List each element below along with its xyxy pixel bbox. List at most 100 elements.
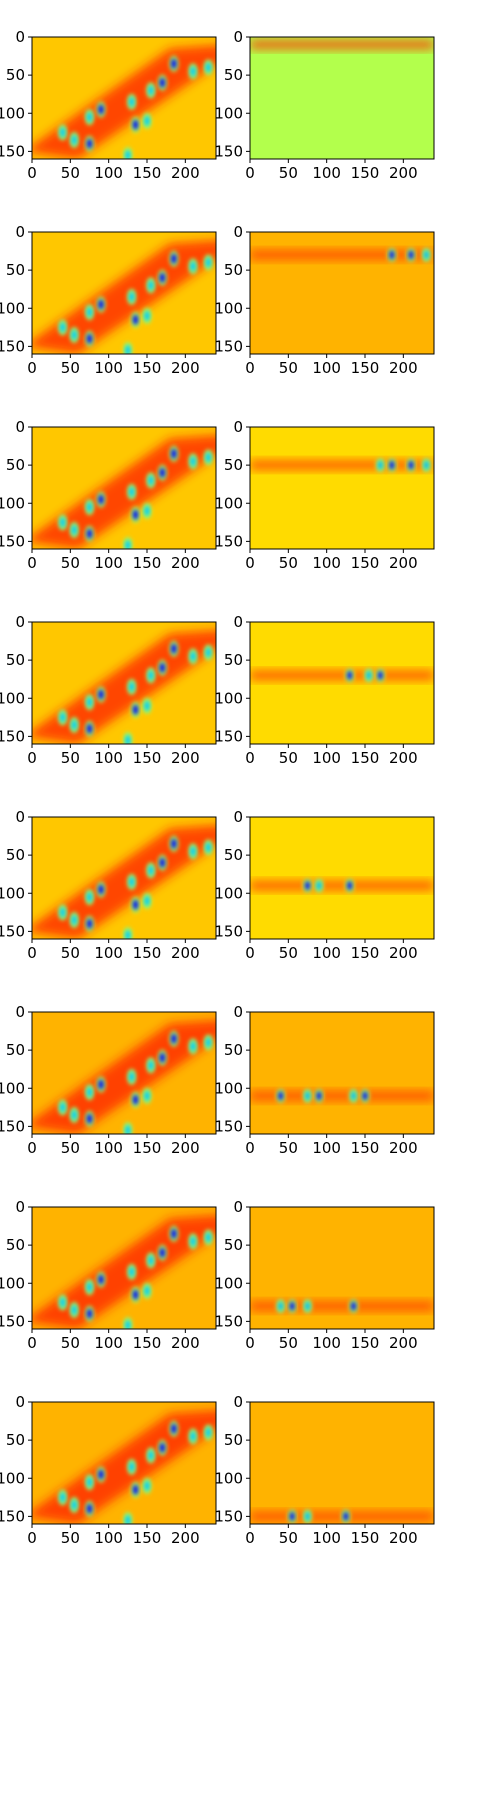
blob <box>305 881 310 891</box>
activity-band <box>32 1410 216 1524</box>
blob <box>86 138 93 149</box>
blob <box>159 77 165 88</box>
blob <box>351 1301 356 1311</box>
x-tick-label: 50 <box>61 944 80 962</box>
blob <box>205 257 211 268</box>
blob <box>132 119 139 130</box>
heatmap-image <box>250 427 434 549</box>
blob <box>171 448 177 459</box>
blob <box>60 322 66 333</box>
y-tick-label: 150 <box>214 337 243 355</box>
blob <box>171 1228 177 1239</box>
y-tick-label: 0 <box>15 613 25 631</box>
panel-r2-left: 0 50 100 150 200 0 50 100 150 <box>0 223 217 377</box>
panel-r6-left: 0 50 100 150 200 0 50 100 150 <box>0 1003 217 1157</box>
x-tick-label: 50 <box>279 944 298 962</box>
x-tick-label: 100 <box>94 554 123 572</box>
blob <box>71 1109 77 1120</box>
activity-band <box>32 45 216 159</box>
y-tick-label: 50 <box>6 1431 25 1449</box>
blob <box>171 1033 177 1044</box>
x-tick-label: 200 <box>389 1529 418 1547</box>
y-tick-label: 50 <box>224 1236 243 1254</box>
x-tick-label: 0 <box>27 1529 37 1547</box>
x-tick-label: 0 <box>27 164 37 182</box>
panel-r5-right: 0 50 100 150 200 0 50 100 150 <box>214 808 435 962</box>
heatmap-image <box>250 1402 434 1524</box>
y-tick-label: 50 <box>6 651 25 669</box>
blob <box>144 505 150 516</box>
panel-r3-left: 0 50 100 150 200 0 50 100 150 <box>0 418 217 572</box>
y-tick-label: 100 <box>0 884 25 902</box>
blob <box>86 112 93 123</box>
blob <box>86 723 93 734</box>
x-tick-label: 50 <box>61 749 80 767</box>
blob <box>190 456 196 467</box>
blob <box>129 96 135 107</box>
x-tick-label: 100 <box>312 554 341 572</box>
x-tick-label: 200 <box>171 1139 200 1157</box>
x-tick-label: 200 <box>171 1334 200 1352</box>
blob <box>132 1094 139 1105</box>
y-tick-label: 0 <box>233 1198 243 1216</box>
x-tick-label: 100 <box>312 1529 341 1547</box>
masked-strip <box>250 40 434 50</box>
x-tick-label: 150 <box>133 1139 162 1157</box>
x-tick-label: 0 <box>245 944 255 962</box>
x-tick-label: 150 <box>351 1334 380 1352</box>
heatmap-image <box>250 232 434 354</box>
axes-frame <box>249 1401 435 1525</box>
blob <box>86 1282 93 1293</box>
blob <box>159 1442 165 1453</box>
x-tick-label: 150 <box>133 359 162 377</box>
blob <box>86 1087 93 1098</box>
blob <box>144 1285 150 1296</box>
blob <box>98 104 104 115</box>
y-tick-label: 100 <box>214 494 243 512</box>
y-tick-label: 100 <box>0 689 25 707</box>
heatmap-image <box>32 427 216 549</box>
x-tick-label: 100 <box>94 749 123 767</box>
blob <box>129 876 135 887</box>
blob <box>408 250 414 260</box>
x-tick-label: 150 <box>133 944 162 962</box>
x-tick-label: 0 <box>245 1139 255 1157</box>
blob <box>125 1125 131 1134</box>
blob <box>190 1236 196 1247</box>
blob <box>129 681 135 692</box>
masked-strip <box>250 460 434 470</box>
x-tick-label: 0 <box>245 554 255 572</box>
blob <box>205 647 211 658</box>
blob <box>148 1255 154 1266</box>
y-tick-label: 150 <box>214 727 243 745</box>
axes-frame <box>249 36 435 160</box>
y-tick-label: 100 <box>214 1274 243 1292</box>
blob <box>190 651 196 662</box>
blob <box>129 1461 135 1472</box>
blob <box>98 299 104 310</box>
y-tick-label: 0 <box>15 28 25 46</box>
heatmap-image <box>32 1402 216 1524</box>
x-tick-label: 50 <box>279 1334 298 1352</box>
y-tick-label: 50 <box>224 1431 243 1449</box>
panel-r4-right: 0 50 100 150 200 0 50 100 150 <box>214 613 435 767</box>
blob <box>98 1079 104 1090</box>
blob <box>86 1113 93 1124</box>
blob <box>86 1477 93 1488</box>
blob <box>389 250 395 260</box>
blob <box>289 1511 295 1521</box>
y-tick-label: 150 <box>0 337 25 355</box>
blob <box>71 719 77 730</box>
blob <box>205 1232 211 1243</box>
blob <box>144 1480 150 1491</box>
y-tick-label: 100 <box>214 299 243 317</box>
x-tick-label: 0 <box>245 164 255 182</box>
blob <box>278 1301 284 1311</box>
panel-r4-left: 0 50 100 150 200 0 50 100 150 <box>0 613 217 767</box>
blob <box>132 1484 139 1495</box>
blob <box>60 1492 66 1503</box>
blob <box>132 704 139 715</box>
y-tick-label: 50 <box>224 66 243 84</box>
axes-frame <box>31 1206 217 1330</box>
